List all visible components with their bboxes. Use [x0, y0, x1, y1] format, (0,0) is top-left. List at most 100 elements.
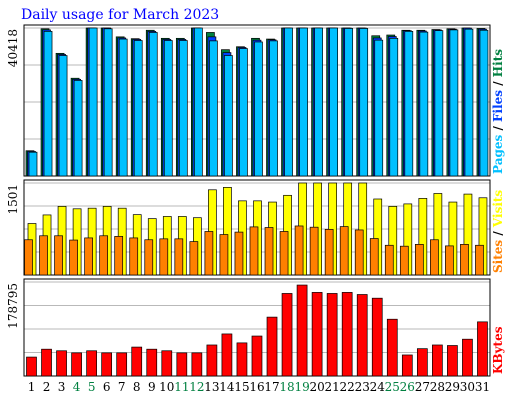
- bar-pages-day-23: [359, 28, 369, 177]
- panel-hits-files-pages: 40418 Pages / Files / Hits: [6, 24, 505, 177]
- bar-kbytes-day-8: [131, 346, 143, 377]
- x-tick-day-30: 30: [460, 380, 475, 394]
- bar-pages-day-1: [28, 151, 38, 177]
- bar-pages-day-27: [419, 31, 429, 177]
- bar-pages-day-4: [73, 80, 83, 177]
- bar-kbytes-day-20: [311, 292, 323, 377]
- legend-entry-pages: Pages: [491, 134, 505, 174]
- chart-panels: 40418 Pages / Files / Hits 1501 Sites / Vis…: [6, 24, 505, 377]
- bar-pages-day-11: [178, 40, 188, 177]
- bar-kbytes-day-13: [206, 344, 218, 377]
- bar-pages-day-15: [239, 48, 248, 177]
- x-tick-day-18: 18: [279, 380, 294, 394]
- bar-sites-day-11: [174, 238, 184, 276]
- legend-entry-kbytes: KBytes: [491, 326, 505, 374]
- bar-sites-day-18: [279, 231, 289, 276]
- x-tick-day-11: 11: [174, 380, 189, 394]
- x-tick-day-26: 26: [400, 380, 415, 394]
- bar-pages-day-17: [269, 40, 278, 177]
- bar-sites-day-7: [114, 236, 124, 276]
- y-max-label: 40418: [6, 29, 20, 67]
- x-tick-day-23: 23: [355, 380, 370, 394]
- bar-sites-day-17: [264, 227, 274, 276]
- bar-sites-day-16: [249, 226, 259, 276]
- legend-separator: /: [491, 77, 505, 90]
- bar-kbytes-day-7: [116, 352, 128, 377]
- x-tick-day-9: 9: [148, 380, 156, 394]
- bar-pages-day-19: [299, 27, 308, 177]
- bar-pages-day-28: [434, 30, 444, 177]
- x-tick-day-15: 15: [234, 380, 249, 394]
- bar-pages-day-25: [389, 37, 399, 177]
- y-max-label: 1501: [6, 184, 20, 215]
- bar-pages-day-9: [148, 32, 158, 177]
- bar-kbytes-day-16: [251, 335, 263, 377]
- bar-kbytes-day-14: [221, 333, 233, 377]
- bar-pages-day-7: [118, 38, 128, 177]
- x-tick-day-29: 29: [445, 380, 460, 394]
- bar-pages-day-2: [43, 31, 53, 177]
- bar-sites-day-1: [24, 239, 33, 276]
- legend-separator: /: [491, 122, 505, 135]
- bar-kbytes-day-26: [401, 354, 413, 377]
- x-tick-day-28: 28: [430, 380, 445, 394]
- bar-pages-day-6: [103, 28, 113, 177]
- x-tick-day-6: 6: [103, 380, 111, 394]
- legend-entry-visits: Visits: [491, 190, 505, 229]
- x-tick-day-4: 4: [73, 380, 81, 394]
- bar-kbytes-day-10: [161, 350, 173, 377]
- bar-sites-day-4: [69, 239, 78, 276]
- legend-separator: /: [491, 227, 505, 240]
- bar-sites-day-2: [39, 235, 48, 276]
- bar-sites-day-26: [399, 245, 409, 276]
- bar-kbytes-day-1: [26, 356, 37, 377]
- bar-kbytes-day-4: [71, 352, 82, 377]
- x-tick-day-20: 20: [309, 380, 324, 394]
- x-tick-day-31: 31: [475, 380, 490, 394]
- bar-pages-day-3: [58, 55, 68, 177]
- bar-kbytes-day-2: [41, 348, 52, 377]
- bar-kbytes-day-9: [146, 348, 158, 377]
- panel-legend: Sites / Visits: [491, 190, 505, 273]
- bar-kbytes-day-5: [86, 350, 97, 377]
- bar-sites-day-14: [219, 234, 229, 276]
- bar-pages-day-20: [314, 27, 323, 177]
- x-tick-day-8: 8: [133, 380, 141, 394]
- x-tick-day-7: 7: [118, 380, 126, 394]
- panel-legend: KBytes: [491, 326, 505, 374]
- bar-pages-day-12: [194, 27, 203, 177]
- x-tick-day-19: 19: [294, 380, 309, 394]
- x-tick-day-5: 5: [88, 380, 96, 394]
- x-tick-day-16: 16: [249, 380, 264, 394]
- bar-kbytes-day-19: [296, 284, 308, 377]
- legend-entry-files: Files: [491, 90, 505, 122]
- bar-pages-day-31: [479, 29, 489, 177]
- bar-sites-day-9: [144, 239, 154, 276]
- bar-sites-day-28: [430, 239, 439, 276]
- bar-kbytes-day-28: [432, 344, 443, 377]
- x-tick-day-24: 24: [370, 380, 386, 394]
- x-tick-day-12: 12: [189, 380, 204, 394]
- series-kbytes: [26, 284, 488, 377]
- bar-sites-day-20: [309, 226, 319, 276]
- x-tick-day-2: 2: [43, 380, 51, 394]
- x-tick-day-10: 10: [159, 380, 174, 394]
- bar-sites-day-13: [204, 231, 214, 276]
- x-tick-day-3: 3: [58, 380, 66, 394]
- series-sites: [24, 225, 484, 276]
- bar-pages-day-22: [344, 28, 354, 177]
- bar-kbytes-day-23: [356, 294, 368, 377]
- bar-kbytes-day-18: [281, 293, 293, 377]
- bar-kbytes-day-22: [341, 292, 353, 377]
- bar-pages-day-26: [404, 31, 414, 177]
- bar-sites-day-27: [414, 244, 424, 276]
- x-tick-day-21: 21: [325, 380, 340, 394]
- panel-legend: Pages / Files / Hits: [491, 49, 505, 174]
- bar-pages-day-30: [464, 28, 474, 177]
- bar-pages-day-18: [284, 27, 293, 177]
- x-tick-day-27: 27: [415, 380, 430, 394]
- bar-kbytes-day-25: [386, 318, 398, 377]
- bar-sites-day-10: [159, 238, 169, 276]
- panel-visits-sites: 1501 Sites / Visits: [6, 179, 505, 276]
- x-tick-day-1: 1: [28, 380, 36, 394]
